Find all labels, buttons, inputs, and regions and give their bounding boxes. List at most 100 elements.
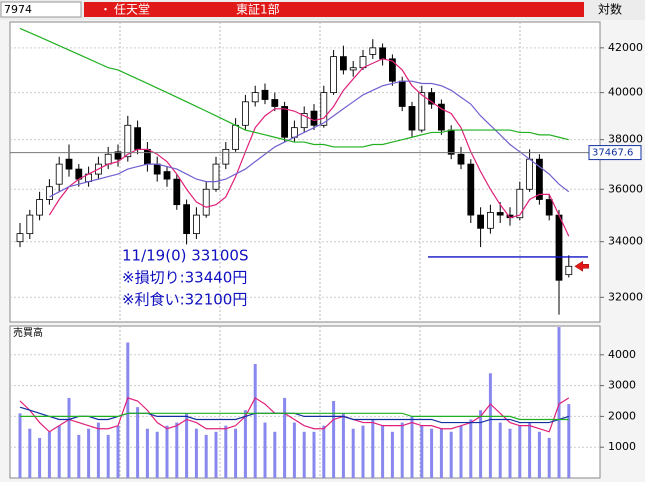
y-tick-label: 1000 — [608, 440, 636, 453]
ma-line — [48, 58, 570, 237]
candle-body — [163, 171, 171, 180]
volume-bar — [136, 407, 140, 478]
candle-body — [232, 124, 240, 150]
candle-body — [310, 110, 318, 126]
volume-bar — [106, 434, 110, 478]
volume-bar — [420, 425, 424, 478]
annotation: ※利食い:32100円 — [122, 291, 247, 309]
candle-body — [134, 127, 142, 150]
candle-body — [153, 163, 161, 175]
candle-body — [330, 56, 338, 94]
volume-bar — [341, 413, 345, 478]
ma-line — [49, 80, 570, 198]
volume-bar — [518, 425, 522, 478]
ma-line — [20, 412, 569, 421]
candle-body — [222, 148, 230, 165]
volume-bar — [361, 425, 365, 478]
volume-bar — [302, 431, 306, 478]
candle-body — [26, 214, 34, 235]
y-tick-label: 38000 — [608, 133, 643, 146]
candle-body — [261, 89, 269, 100]
candle-body — [516, 188, 524, 219]
volume-bar — [390, 431, 394, 478]
candle-body — [114, 151, 122, 160]
ma-line — [19, 27, 569, 148]
volume-bar — [567, 404, 571, 478]
candle-body — [339, 56, 347, 71]
volume-bar — [557, 327, 561, 478]
y-tick-label: 32000 — [608, 290, 643, 303]
candle-body — [545, 199, 553, 216]
candle-body — [565, 265, 573, 276]
volume-bar — [469, 419, 473, 478]
candle-body — [555, 214, 563, 281]
candle-body — [536, 158, 543, 200]
candle-body — [36, 199, 43, 216]
name-box — [84, 2, 584, 17]
candle-body — [496, 212, 504, 216]
candle-body — [173, 178, 181, 206]
volume-bar — [283, 397, 287, 478]
volume-bar — [498, 422, 502, 478]
candle-body — [202, 188, 210, 216]
candle-body — [104, 153, 112, 165]
candle-body — [16, 233, 24, 243]
candle-body — [143, 148, 151, 165]
stock-name: 任天堂 — [114, 3, 150, 17]
scale-mode[interactable]: 対数 — [598, 2, 622, 17]
candle-body — [183, 204, 191, 235]
volume-bar — [175, 422, 179, 478]
volume-bar — [77, 434, 81, 478]
candle-body — [437, 103, 445, 131]
volume-bar — [96, 422, 100, 478]
volume-bar — [28, 428, 32, 478]
volume-bar — [204, 434, 208, 478]
volume-bar — [312, 431, 316, 478]
volume-bar — [273, 431, 277, 478]
volume-bar — [253, 364, 257, 478]
candle-body — [408, 106, 416, 131]
y-tick-label: 40000 — [608, 86, 643, 99]
bullet: ・ — [100, 3, 111, 16]
current-price-box — [588, 145, 642, 161]
candle-body — [251, 92, 259, 103]
volume-bar — [459, 425, 463, 478]
volume-bar — [479, 410, 483, 478]
y-tick-label: 3000 — [608, 379, 636, 392]
y-tick-label: 42000 — [608, 41, 643, 54]
volume-bar — [508, 428, 512, 478]
volume-bar — [430, 428, 434, 478]
code-box — [0, 1, 82, 18]
volume-bar — [381, 425, 385, 478]
panel-title: 売買高 — [13, 326, 43, 339]
volume-bar — [449, 431, 453, 478]
ma-line — [19, 397, 570, 433]
candle-body — [457, 153, 465, 165]
candle-body — [320, 92, 328, 126]
volume-bar — [18, 413, 22, 478]
candle-body — [447, 129, 455, 155]
volume-bar — [165, 425, 169, 478]
candle-body — [55, 163, 63, 185]
candle-body — [281, 106, 289, 138]
volume-bar — [400, 422, 404, 478]
volume-bar — [439, 428, 443, 478]
volume-bar — [155, 431, 159, 478]
date-grid — [119, 22, 521, 478]
candle-body — [271, 99, 279, 107]
candle-body — [467, 163, 475, 216]
candle-body — [379, 47, 387, 60]
market: 東証1部 — [236, 2, 280, 17]
candle-body — [388, 58, 396, 82]
y-tick-label: 36000 — [608, 182, 643, 195]
volume-bar — [263, 422, 267, 478]
annotation: 11/19(0) 33100S — [122, 247, 248, 265]
arrow — [574, 260, 590, 272]
volume-bar — [292, 422, 296, 478]
volume-bar — [116, 425, 120, 478]
volume-bar — [47, 431, 51, 478]
volume-bar — [371, 419, 375, 478]
volume-bar — [185, 413, 189, 478]
